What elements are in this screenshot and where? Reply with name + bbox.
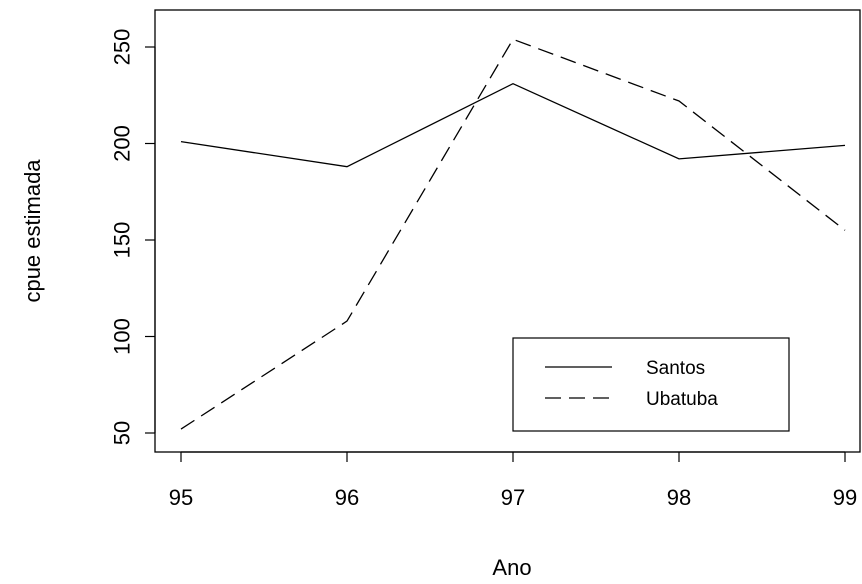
x-tick-label: 99	[833, 485, 857, 510]
legend: Santos Ubatuba	[512, 337, 790, 432]
legend-label-santos: Santos	[646, 358, 705, 379]
series-line-ubatuba	[180, 38, 846, 430]
legend-label-ubatuba: Ubatuba	[646, 389, 718, 410]
x-tick-label: 95	[169, 485, 193, 510]
series-layer	[180, 38, 846, 430]
y-tick-label: 250	[110, 29, 135, 66]
series-line-santos	[180, 82, 846, 168]
y-tick-label: 150	[110, 222, 135, 259]
legend-box	[512, 337, 790, 432]
y-tick-label: 200	[110, 125, 135, 162]
x-tick-label: 97	[501, 485, 525, 510]
x-tick-label: 98	[667, 485, 691, 510]
y-tick-label: 50	[110, 421, 135, 445]
x-axis-title: Ano	[492, 555, 531, 580]
axes: 95 96 97 98 99 50 100 150 200 250	[110, 29, 858, 510]
y-tick-label: 100	[110, 318, 135, 355]
x-tick-label: 96	[335, 485, 359, 510]
y-axis-title: cpue estimada	[20, 159, 45, 303]
